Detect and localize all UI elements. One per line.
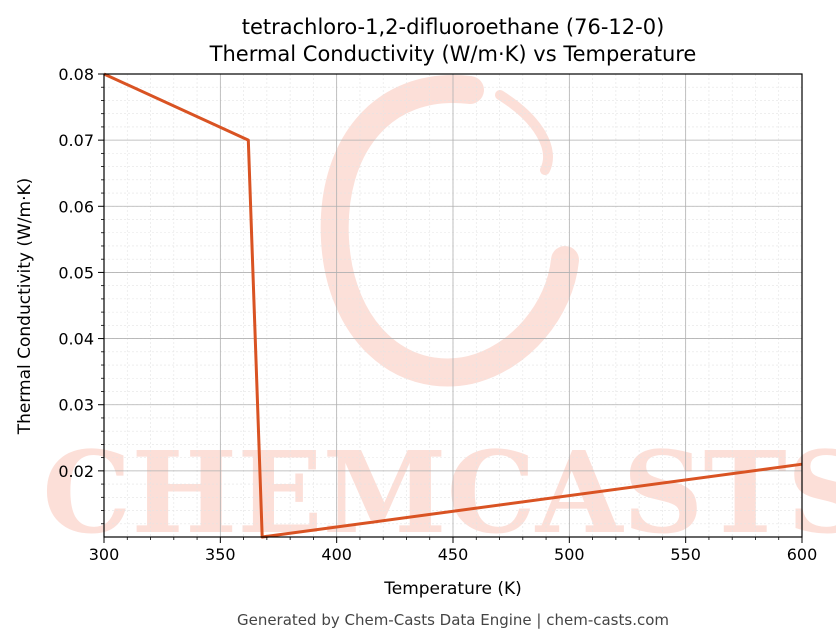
x-tick-label: 450	[438, 545, 469, 564]
y-axis-label: Thermal Conductivity (W/m·K)	[15, 178, 35, 436]
x-tick-label: 500	[554, 545, 585, 564]
y-tick-label: 0.04	[58, 330, 94, 349]
x-tick-label: 350	[205, 545, 236, 564]
y-tick-label: 0.08	[58, 65, 94, 84]
series-line	[103, 72, 803, 539]
x-axis: 300 350 400 450 500 550 600	[89, 537, 818, 564]
y-tick-label: 0.02	[58, 462, 94, 481]
series-layer	[103, 72, 803, 539]
x-tick-label: 300	[89, 545, 120, 564]
x-tick-label: 550	[670, 545, 701, 564]
x-axis-label: Temperature (K)	[383, 579, 522, 599]
footer-text: Generated by Chem-Casts Data Engine | ch…	[237, 611, 669, 629]
y-tick-label: 0.07	[58, 131, 94, 150]
y-axis: 0.02 0.03 0.04 0.05 0.06 0.07 0.08	[58, 65, 104, 525]
chart-title-line1: tetrachloro-1,2-difluoroethane (76-12-0)	[242, 15, 665, 39]
chart-title-line2: Thermal Conductivity (W/m·K) vs Temperat…	[209, 42, 697, 66]
y-tick-label: 0.03	[58, 396, 94, 415]
x-tick-label: 600	[787, 545, 818, 564]
watermark-text: CHEMCASTS	[42, 428, 836, 559]
y-tick-label: 0.06	[58, 197, 94, 216]
x-tick-label: 400	[321, 545, 352, 564]
y-tick-label: 0.05	[58, 263, 94, 282]
watermark: CHEMCASTS	[42, 75, 836, 559]
watermark-swirl	[320, 75, 579, 387]
